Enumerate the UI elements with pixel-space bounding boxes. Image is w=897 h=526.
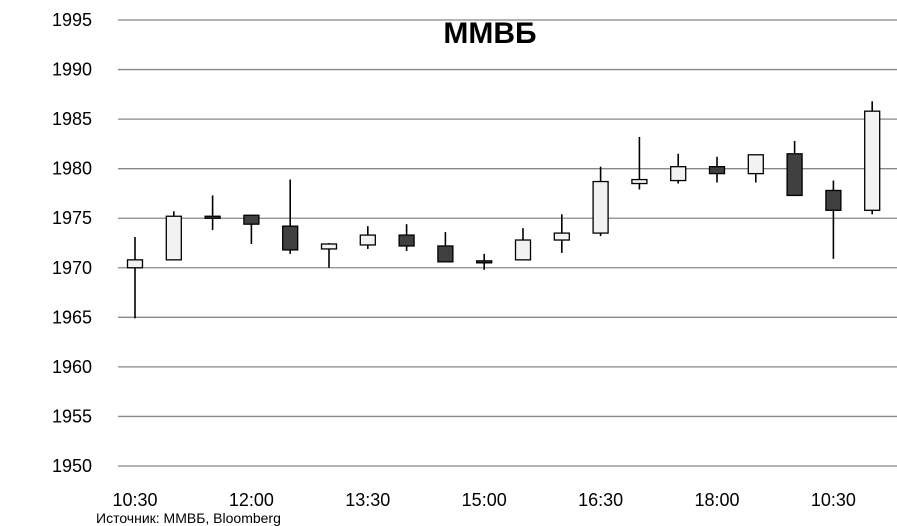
candle-body — [282, 225, 299, 251]
candle — [786, 140, 803, 197]
candle-body — [398, 234, 415, 247]
x-tick-label: 10:30 — [811, 490, 856, 510]
candle — [825, 180, 842, 259]
candle — [282, 179, 299, 254]
candle — [243, 214, 260, 244]
y-tick-label: 1975 — [52, 208, 92, 228]
y-tick-label: 1995 — [52, 10, 92, 30]
chart-title: ММВБ — [443, 17, 536, 50]
x-axis-ticks: 10:30 12:00 13:30 15:00 16:30 18:00 10:30 — [112, 490, 855, 510]
x-tick-label: 12:00 — [229, 490, 274, 510]
candle-body — [359, 234, 376, 246]
source-note: Источник: ММВБ, Bloomberg — [96, 510, 281, 526]
candle-body — [786, 153, 803, 197]
y-tick-label: 1965 — [52, 307, 92, 327]
candle — [631, 136, 648, 190]
candle — [437, 232, 454, 263]
candle — [320, 243, 338, 268]
candle — [708, 156, 726, 183]
gridlines — [118, 19, 897, 467]
candle — [553, 214, 570, 253]
candle-body — [670, 166, 687, 182]
y-tick-label: 1985 — [52, 109, 92, 129]
y-tick-label: 1980 — [52, 159, 92, 179]
candle — [204, 195, 221, 231]
x-tick-label: 18:00 — [694, 490, 739, 510]
candle-body — [514, 239, 532, 261]
candle — [747, 154, 764, 183]
candle-body — [825, 189, 842, 211]
candle-body — [864, 110, 881, 211]
candle-body — [592, 180, 609, 234]
x-tick-label: 16:30 — [578, 490, 623, 510]
candle — [476, 253, 493, 270]
candle-body — [243, 214, 260, 225]
candle-body — [476, 260, 493, 264]
candle-body — [165, 215, 182, 261]
candle-body — [437, 245, 454, 263]
y-tick-label: 1960 — [52, 357, 92, 377]
y-tick-label: 1955 — [52, 406, 92, 426]
candle-body — [708, 166, 726, 175]
candle — [165, 211, 182, 261]
x-tick-label: 10:30 — [112, 490, 157, 510]
candle-body — [631, 178, 648, 185]
candle-body — [320, 243, 338, 250]
candle-body — [747, 154, 764, 175]
candle-body — [553, 232, 570, 241]
candles — [126, 101, 881, 319]
y-tick-label: 1970 — [52, 258, 92, 278]
candle — [514, 228, 532, 261]
candle-body — [126, 259, 144, 269]
candle — [126, 237, 144, 319]
candle — [398, 224, 415, 251]
y-tick-label: 1950 — [52, 456, 92, 476]
candle — [592, 166, 609, 237]
y-axis-ticks: 1950 1955 1960 1965 1970 1975 1980 1985 1990 1995 — [52, 10, 92, 476]
x-tick-label: 15:00 — [462, 490, 507, 510]
x-tick-label: 13:30 — [345, 490, 390, 510]
candle — [864, 101, 881, 215]
candle — [670, 153, 687, 184]
candle-body — [204, 215, 221, 219]
y-tick-label: 1990 — [52, 60, 92, 80]
candle — [359, 226, 376, 249]
